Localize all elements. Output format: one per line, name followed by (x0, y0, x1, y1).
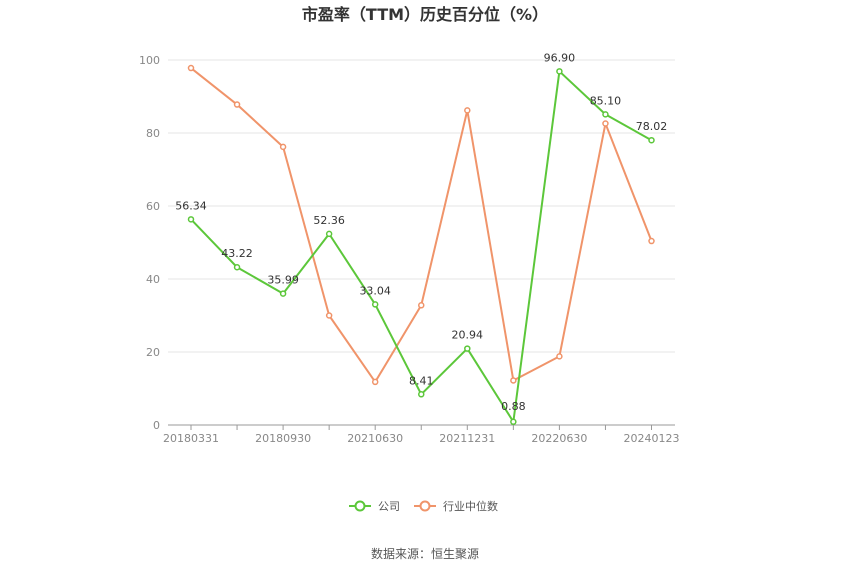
data-point (233, 101, 241, 108)
chart-title: 市盈率（TTM）历史百分位（%） (302, 5, 548, 24)
data-point (464, 345, 471, 352)
x-tick-label: 20220630 (531, 432, 587, 445)
x-tick-label: 20180331 (163, 432, 219, 445)
series-layer (187, 64, 655, 426)
y-tick-label: 40 (146, 273, 160, 286)
data-point (187, 64, 195, 72)
data-point (187, 216, 195, 223)
data-point (418, 302, 425, 309)
data-point (510, 418, 517, 426)
data-point (602, 120, 609, 127)
data-label: 85.10 (590, 94, 622, 107)
data-point (648, 136, 655, 144)
source-text: 数据来源：恒生聚源 (371, 546, 479, 561)
y-tick-label: 100 (139, 54, 160, 67)
data-label: 20.94 (452, 329, 484, 342)
data-point (556, 68, 563, 75)
legend-label: 行业中位数 (443, 499, 498, 513)
grid-lines (168, 59, 675, 353)
data-point (464, 107, 471, 114)
data-point (279, 290, 287, 297)
data-labels: 56.34 43.22 35.99 52.36 33.04 8.41 20.94 0.88 96… (175, 51, 667, 412)
data-point (371, 301, 379, 308)
y-tick-label: 0 (153, 419, 160, 432)
y-tick-label: 60 (146, 200, 160, 213)
data-point (602, 111, 609, 118)
data-label: 0.88 (501, 400, 526, 413)
data-point (510, 377, 517, 384)
legend-label: 公司 (378, 500, 400, 513)
data-label: 96.90 (544, 51, 576, 64)
data-label: 8.41 (409, 374, 434, 387)
data-label: 52.36 (313, 214, 345, 227)
x-tick-label: 20180930 (255, 432, 311, 445)
data-label: 56.34 (175, 199, 207, 212)
data-point (418, 391, 425, 398)
x-tick-label: 20210630 (347, 432, 403, 445)
y-tick-label: 80 (146, 127, 160, 140)
data-label: 35.99 (267, 274, 299, 287)
data-label: 43.22 (221, 247, 253, 260)
legend-marker (419, 500, 431, 512)
data-point (648, 237, 655, 245)
data-point (279, 143, 287, 151)
data-label: 78.02 (636, 120, 668, 133)
legend-item[interactable]: 公司 (349, 500, 400, 513)
data-point (325, 312, 333, 319)
x-tick-label: 20240123 (624, 432, 680, 445)
series-line-industry-median (190, 67, 653, 383)
data-point (325, 230, 333, 238)
legend-item[interactable]: 行业中位数 (414, 499, 498, 513)
legend-marker (354, 500, 366, 512)
series-line-company (190, 70, 652, 423)
data-point (556, 353, 563, 360)
y-tick-label: 20 (146, 346, 160, 359)
data-point (233, 263, 241, 271)
x-tick-label: 20211231 (439, 432, 495, 445)
axes: 0 20 40 60 80 100 20180331 20180930 20210630 2021… (139, 54, 680, 445)
legend: 公司 行业中位数 (349, 499, 498, 513)
data-point (371, 378, 379, 386)
data-label: 33.04 (359, 284, 391, 297)
